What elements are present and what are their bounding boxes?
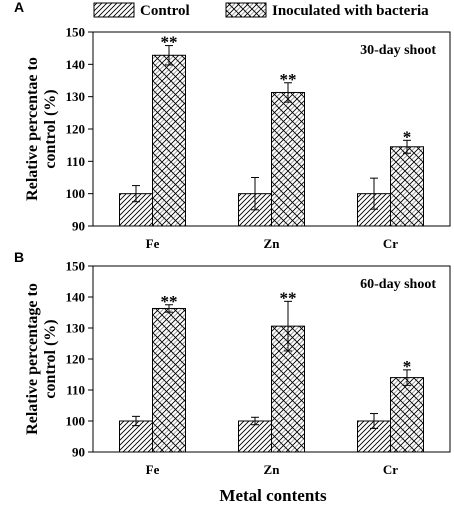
y-tick-label: 110	[66, 154, 85, 169]
panel-b: B Relative percentage tocontrol (%) 90 100 1…	[14, 249, 451, 477]
panel-label: B	[14, 249, 24, 265]
significance-marker: **	[280, 70, 297, 89]
y-axis-label: Relative percentage tocontrol (%)	[24, 283, 59, 435]
bar-inoculated	[271, 91, 305, 227]
y-tick-label: 140	[66, 290, 86, 305]
x-tick-label: Zn	[264, 462, 281, 477]
y-tick-label: 90	[72, 219, 85, 234]
y-tick-label: 130	[66, 89, 86, 104]
bar-inoculated	[390, 146, 424, 227]
y-tick-label: 140	[66, 57, 86, 72]
panel-title: 30-day shoot	[360, 43, 436, 58]
significance-marker: **	[280, 288, 297, 307]
significance-marker: *	[403, 357, 412, 376]
x-axis-title: Metal contents	[219, 486, 327, 505]
panel-label: A	[14, 0, 24, 15]
y-tick-label: 150	[66, 25, 86, 40]
significance-marker: **	[161, 292, 178, 311]
legend-swatch-control	[93, 2, 135, 18]
bar-control	[119, 420, 153, 453]
y-tick-label: 130	[66, 321, 86, 336]
y-tick-label: 150	[66, 259, 86, 274]
legend-label-control: Control	[140, 3, 190, 19]
y-axis-label: Relative percentae tocontrol (%)	[24, 57, 59, 201]
bar-control	[238, 420, 272, 453]
x-tick-label: Cr	[383, 462, 398, 477]
y-tick-label: 90	[72, 445, 85, 460]
x-tick-label: Zn	[264, 236, 281, 251]
significance-marker: **	[161, 33, 178, 52]
y-tick-label: 100	[66, 414, 86, 429]
x-tick-label: Fe	[146, 462, 160, 477]
y-tick-label: 100	[66, 186, 86, 201]
y-tick-label: 120	[66, 122, 86, 137]
significance-marker: *	[403, 127, 412, 146]
y-tick-label: 120	[66, 352, 86, 367]
x-tick-label: Fe	[146, 236, 160, 251]
bar-inoculated	[152, 307, 186, 453]
panel-a: A Relative percentae tocontrol (%) 90 100 11…	[14, 0, 451, 251]
bar-inoculated	[390, 377, 424, 453]
legend: Control Inoculated with bacteria	[93, 2, 429, 19]
x-tick-label: Cr	[383, 236, 398, 251]
legend-label-inoculated: Inoculated with bacteria	[272, 3, 429, 19]
y-tick-label: 110	[66, 383, 85, 398]
bar-inoculated	[152, 54, 186, 227]
panel-title: 60-day shoot	[360, 277, 436, 292]
legend-swatch-inoculated	[225, 2, 267, 18]
